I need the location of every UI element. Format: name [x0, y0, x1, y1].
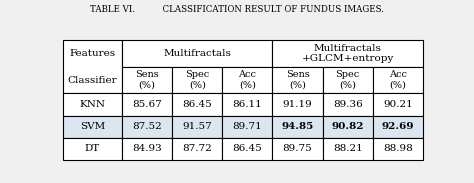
- Bar: [63, 115, 122, 138]
- Text: 89.36: 89.36: [333, 100, 363, 109]
- Text: 85.67: 85.67: [132, 100, 162, 109]
- Bar: [122, 93, 172, 115]
- Bar: [63, 138, 122, 160]
- Text: 86.45: 86.45: [233, 144, 262, 153]
- Text: Multifractals
+GLCM+entropy: Multifractals +GLCM+entropy: [301, 44, 394, 63]
- Bar: [273, 67, 323, 93]
- Text: 91.57: 91.57: [182, 122, 212, 131]
- Bar: [323, 115, 373, 138]
- Text: 89.75: 89.75: [283, 144, 312, 153]
- Text: Spec
(%): Spec (%): [336, 70, 360, 90]
- Text: 90.82: 90.82: [331, 122, 364, 131]
- Bar: [122, 115, 172, 138]
- Bar: [323, 93, 373, 115]
- Bar: [172, 138, 222, 160]
- Bar: [273, 40, 423, 67]
- Bar: [122, 138, 172, 160]
- Bar: [373, 93, 423, 115]
- Text: SVM: SVM: [80, 122, 105, 131]
- Text: Acc
(%): Acc (%): [389, 70, 407, 90]
- Bar: [222, 67, 273, 93]
- Bar: [63, 40, 122, 93]
- Text: DT: DT: [85, 144, 100, 153]
- Text: TABLE VI.          CLASSIFICATION RESULT OF FUNDUS IMAGES.: TABLE VI. CLASSIFICATION RESULT OF FUNDU…: [90, 5, 384, 14]
- Bar: [122, 67, 172, 93]
- Text: Classifier: Classifier: [68, 76, 117, 85]
- Bar: [222, 115, 273, 138]
- Bar: [323, 138, 373, 160]
- Bar: [373, 138, 423, 160]
- Text: 86.11: 86.11: [233, 100, 262, 109]
- Text: 84.93: 84.93: [132, 144, 162, 153]
- Text: KNN: KNN: [80, 100, 106, 109]
- Text: 87.52: 87.52: [132, 122, 162, 131]
- Text: 92.69: 92.69: [382, 122, 414, 131]
- Text: Acc
(%): Acc (%): [238, 70, 256, 90]
- Text: Multifractals: Multifractals: [164, 49, 231, 58]
- Text: 94.85: 94.85: [282, 122, 314, 131]
- Bar: [172, 115, 222, 138]
- Text: Sens
(%): Sens (%): [286, 70, 310, 90]
- Text: 88.21: 88.21: [333, 144, 363, 153]
- Bar: [273, 138, 323, 160]
- Text: 91.19: 91.19: [283, 100, 312, 109]
- Text: Features: Features: [69, 49, 116, 58]
- Bar: [222, 93, 273, 115]
- Bar: [273, 93, 323, 115]
- Bar: [323, 67, 373, 93]
- Bar: [373, 115, 423, 138]
- Text: 88.98: 88.98: [383, 144, 413, 153]
- Text: Sens
(%): Sens (%): [135, 70, 159, 90]
- Bar: [222, 138, 273, 160]
- Bar: [373, 67, 423, 93]
- Text: Spec
(%): Spec (%): [185, 70, 210, 90]
- Bar: [122, 40, 273, 67]
- Bar: [273, 115, 323, 138]
- Bar: [63, 93, 122, 115]
- Bar: [172, 67, 222, 93]
- Text: 86.45: 86.45: [182, 100, 212, 109]
- Text: 90.21: 90.21: [383, 100, 413, 109]
- Bar: [172, 93, 222, 115]
- Text: 87.72: 87.72: [182, 144, 212, 153]
- Text: 89.71: 89.71: [233, 122, 262, 131]
